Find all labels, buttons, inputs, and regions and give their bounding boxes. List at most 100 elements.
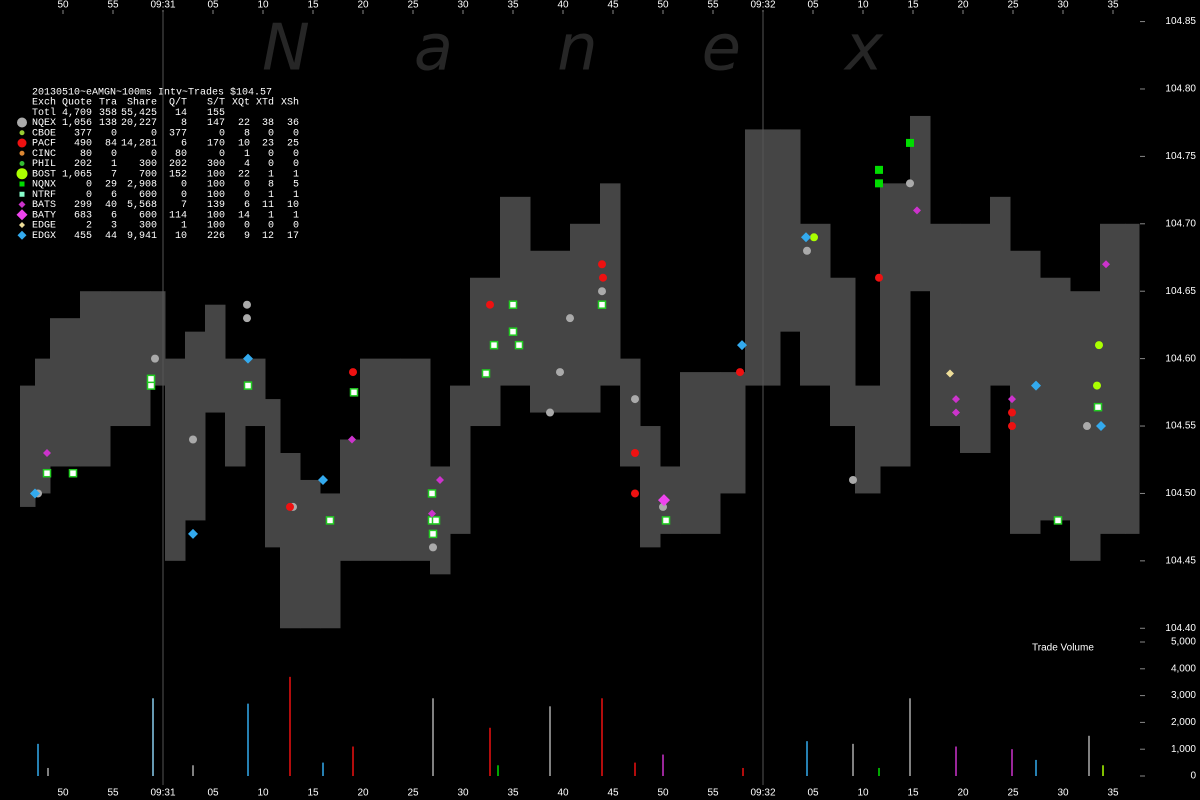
- x-tick-label: 20: [957, 788, 969, 799]
- quote-band: [570, 223, 601, 413]
- table-cell: 44: [105, 231, 117, 242]
- x-tick-label: 10: [257, 0, 269, 11]
- table-cell: 1: [111, 159, 117, 170]
- quote-band: [20, 385, 36, 507]
- table-cell: 7: [111, 169, 117, 180]
- trade: [514, 340, 524, 350]
- table-cell: 1: [293, 169, 299, 180]
- quote-band: [245, 358, 266, 427]
- quote-band: [855, 385, 881, 494]
- legend-marker: [17, 117, 27, 128]
- table-cell: 1: [293, 210, 299, 221]
- trade: [906, 138, 914, 147]
- table-cell: 2,908: [127, 180, 157, 191]
- trade: [952, 395, 960, 404]
- trade: [598, 287, 606, 296]
- x-tick-label: 25: [407, 0, 419, 11]
- volume-bar: [1011, 749, 1013, 776]
- trade: [810, 233, 818, 242]
- x-tick-label: 20: [957, 0, 969, 11]
- y-tick-label: 104.75: [1165, 151, 1196, 162]
- x-tick-label: 55: [107, 0, 119, 11]
- table-cell: 377: [169, 128, 187, 139]
- table-cell: 100: [207, 169, 225, 180]
- trade: [68, 468, 78, 478]
- table-cell: 1: [268, 169, 274, 180]
- quote-band: [880, 183, 911, 467]
- quote-band: [110, 291, 151, 427]
- table-cell: 8: [181, 118, 187, 129]
- quote-band: [300, 479, 321, 629]
- table-cell: BATS: [32, 200, 56, 211]
- trade: [631, 395, 639, 404]
- y-tick-label: 104.40: [1165, 623, 1196, 634]
- table-cell: 0: [268, 128, 274, 139]
- volume-bar: [806, 741, 808, 776]
- volume-bar: [909, 698, 911, 776]
- table-cell: NQNX: [32, 180, 56, 191]
- x-tick-label: 25: [1007, 788, 1019, 799]
- table-cell: 202: [169, 159, 187, 170]
- legend-marker: [17, 138, 27, 148]
- trade: [1008, 422, 1016, 431]
- x-tick-label: 45: [607, 0, 619, 11]
- table-cell: 0: [268, 149, 274, 160]
- quote-band: [340, 439, 361, 561]
- trade: [427, 489, 437, 498]
- table-cell: 100: [207, 180, 225, 191]
- y-tick-label: 4,000: [1171, 663, 1196, 674]
- trade: [349, 368, 357, 377]
- trade: [875, 179, 883, 188]
- trade: [189, 435, 197, 444]
- table-cell: BATY: [32, 210, 56, 221]
- table-cell: 0: [244, 190, 250, 201]
- trade: [508, 327, 518, 336]
- x-tick-label: 25: [1007, 0, 1019, 11]
- table-cell: 358: [99, 108, 117, 119]
- volume-bar: [549, 706, 551, 776]
- trade: [631, 489, 639, 498]
- x-tick-label: 40: [557, 788, 569, 799]
- legend-marker: [17, 230, 27, 240]
- volume-bar: [37, 743, 39, 776]
- x-tick-label: 15: [307, 0, 319, 11]
- table-header: S/T: [207, 97, 225, 109]
- table-cell: 10: [238, 139, 250, 150]
- volume-bar: [322, 762, 324, 776]
- table-cell: Totl: [32, 107, 56, 119]
- trade: [1095, 341, 1103, 350]
- x-tick-label: 15: [307, 788, 319, 799]
- trade: [1102, 260, 1110, 269]
- x-tick-label: 35: [507, 0, 519, 11]
- table-cell: PHIL: [32, 159, 56, 170]
- quote-band: [910, 115, 931, 292]
- y-tick-label: 0: [1190, 771, 1196, 782]
- quote-band: [530, 250, 571, 413]
- table-cell: 0: [181, 180, 187, 191]
- trade: [737, 340, 747, 351]
- table-cell: 9: [244, 231, 250, 242]
- trade: [428, 509, 436, 518]
- trade: [658, 494, 670, 507]
- table-cell: BOST: [32, 169, 56, 180]
- table-cell: EDGX: [32, 231, 56, 242]
- table-cell: 14: [175, 108, 187, 119]
- table-cell: 22: [238, 118, 250, 129]
- trade: [146, 374, 156, 384]
- table-header: XSh: [281, 97, 299, 109]
- table-cell: 14,281: [121, 139, 157, 150]
- table-cell: 0: [181, 190, 187, 201]
- volume-bar: [1088, 735, 1090, 776]
- trade: [146, 381, 156, 390]
- legend-marker: [19, 191, 25, 197]
- table-cell: 9,941: [127, 231, 157, 242]
- table-cell: 100: [207, 210, 225, 221]
- table-cell: 300: [139, 159, 157, 170]
- x-tick-label: 05: [207, 0, 219, 11]
- table-cell: 5,568: [127, 200, 157, 211]
- table-cell: 1: [244, 149, 250, 160]
- trade: [546, 408, 554, 417]
- table-cell: 80: [175, 149, 187, 160]
- x-tick-label: 30: [1057, 788, 1069, 799]
- table-cell: 0: [293, 221, 299, 232]
